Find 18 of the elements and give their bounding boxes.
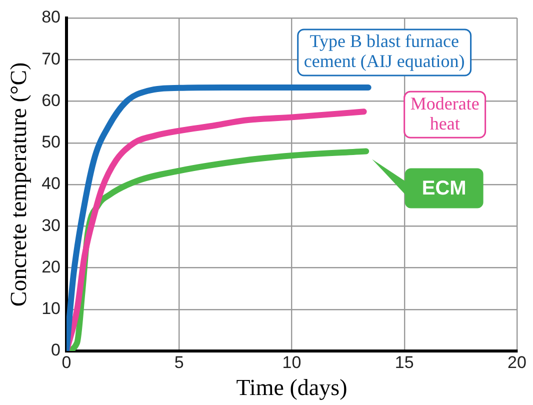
y-tick-label: 30 [42, 216, 61, 235]
series-label: Type B blast furnace cement (AIJ equation) [304, 31, 465, 72]
x-axis-title: Time (days) [236, 375, 348, 400]
legend-label: ECM [422, 178, 466, 200]
y-tick-label: 50 [42, 132, 61, 152]
y-tick-label: 60 [42, 90, 61, 110]
x-tick-label: 5 [174, 352, 184, 372]
y-tick-label: 0 [51, 340, 61, 360]
x-tick-label: 20 [508, 352, 526, 372]
x-tick-label: 15 [394, 352, 414, 372]
text: Moderate heat [410, 93, 480, 134]
y-tick-label: 20 [42, 257, 61, 276]
y-axis-title: Concrete temperature (°C) [6, 62, 31, 307]
y-tick-label: 10 [42, 299, 61, 318]
x-tick-label: 10 [282, 352, 302, 372]
y-tick-label: 70 [42, 49, 61, 68]
y-tick-label: 80 [42, 8, 61, 27]
y-tick-label: 40 [42, 174, 61, 194]
